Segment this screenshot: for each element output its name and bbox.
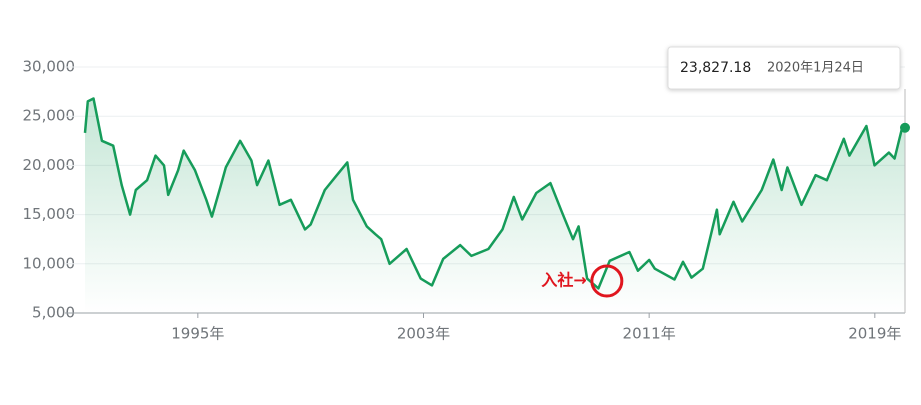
end-point	[900, 122, 910, 133]
y-tick-label: 30,000	[23, 58, 76, 76]
y-tick-label: 15,000	[23, 205, 76, 223]
y-tick-label: 5,000	[32, 304, 75, 322]
x-tick-label: 1995年	[171, 325, 224, 343]
tooltip-date: 2020年1月24日	[767, 61, 864, 76]
y-tick-label: 10,000	[23, 254, 76, 272]
line	[83, 97, 906, 290]
x-tick-label: 2019年	[848, 325, 901, 343]
y-tick-label: 25,000	[23, 107, 76, 125]
tooltip-value: 23,827.18	[680, 60, 751, 76]
area	[85, 98, 905, 313]
tooltip-box	[667, 46, 901, 90]
y-tick-label: 20,000	[23, 156, 76, 174]
tooltip: 23,827.18 2020年1月24日	[667, 46, 901, 90]
x-tick-label: 2011年	[623, 325, 676, 343]
annotation-circle	[590, 264, 624, 298]
annotation-text: 入社→	[541, 271, 586, 290]
x-tick-label: 2003年	[397, 325, 450, 343]
